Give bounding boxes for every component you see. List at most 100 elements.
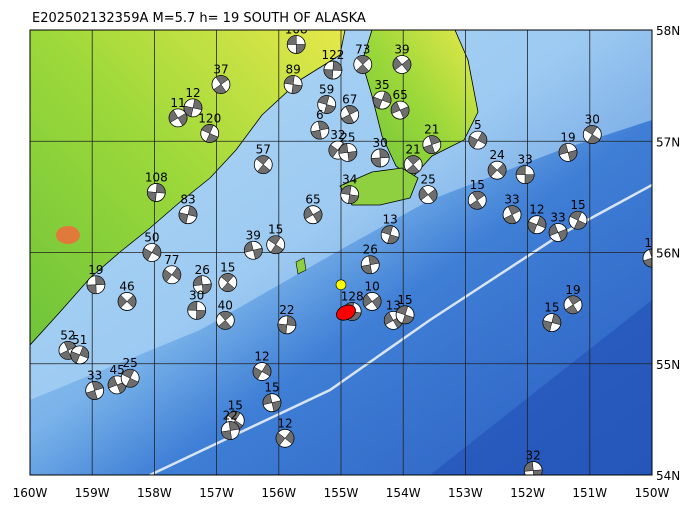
beachball-quadrant — [584, 125, 601, 144]
depth-label: 33 — [504, 193, 519, 207]
beachball-quadrant — [187, 301, 206, 320]
depth-label: 21 — [424, 123, 439, 137]
beachball-quadrant — [392, 57, 412, 72]
y-tick-label: 54N — [656, 469, 680, 483]
y-tick-label: 55N — [656, 358, 680, 372]
y-tick-label: 57N — [656, 135, 680, 149]
x-tick-label: 152W — [510, 486, 545, 500]
beachball-quadrant — [469, 190, 486, 210]
beachball-quadrant — [317, 95, 336, 114]
depth-label: 6 — [316, 108, 324, 122]
depth-label: 12 — [254, 350, 269, 364]
beachball: 65 — [390, 88, 410, 120]
beachball-quadrant — [548, 223, 568, 242]
beachball-quadrant — [267, 235, 284, 254]
beachball: 50 — [142, 231, 162, 262]
beachball-quadrant — [487, 163, 507, 178]
highland — [56, 226, 80, 244]
beachball: 24 — [487, 148, 507, 180]
island — [339, 167, 419, 206]
depth-label: 15 — [228, 398, 243, 412]
beachball: 33 — [515, 153, 535, 185]
depth-label: 15 — [570, 198, 585, 212]
beachball-quadrant — [303, 206, 323, 223]
x-tick-label: 160W — [13, 486, 48, 500]
beachball-quadrant — [283, 75, 303, 94]
depth-label: 26 — [363, 243, 378, 257]
depth-label: 12 — [529, 203, 544, 217]
main-event — [336, 304, 356, 321]
beachball-quadrant — [341, 105, 359, 124]
beachball: 15 — [266, 223, 286, 255]
beachball: 83 — [178, 193, 198, 225]
beachball-quadrant — [244, 241, 263, 260]
depth-label: 59 — [319, 83, 334, 97]
beachball: 65 — [303, 193, 323, 225]
beachball-quadrant — [569, 211, 587, 230]
depth-label: 15 — [397, 293, 412, 307]
beachball-quadrant — [390, 101, 410, 119]
depth-label: 73 — [355, 42, 370, 56]
beachball: 15 — [262, 381, 282, 413]
x-tick-label: 150W — [635, 486, 670, 500]
depth-label: 19 — [560, 130, 575, 144]
depth-label: 50 — [144, 231, 159, 245]
beachball-quadrant — [361, 255, 380, 274]
depth-label: 39 — [394, 42, 409, 56]
depth-label: 33 — [517, 153, 532, 167]
depth-label: 37 — [213, 63, 228, 77]
y-tick-label: 58N — [656, 24, 680, 38]
beachball: 15 — [542, 301, 562, 332]
depth-label: 33 — [550, 210, 565, 224]
beachball-quadrant — [85, 381, 104, 400]
beachball: 46 — [117, 279, 137, 311]
beachball-quadrant — [277, 315, 297, 335]
depth-label: 19 — [565, 283, 580, 297]
beachball-quadrant — [503, 205, 521, 224]
events: 1087312239893712115967356512021519306322… — [58, 22, 652, 475]
beachball: 26 — [360, 243, 380, 275]
beachball-quadrant — [406, 155, 421, 174]
depth-label: 15 — [264, 381, 279, 395]
beachball: 12 — [527, 203, 547, 235]
depth-label: 30 — [373, 136, 388, 150]
beachball-quadrant — [338, 143, 358, 162]
beachball: 35 — [372, 78, 392, 110]
beachball: 15 — [467, 178, 487, 210]
beachball: 22 — [220, 409, 240, 440]
beachball: 39 — [243, 228, 263, 260]
beachball-quadrant — [275, 430, 295, 446]
beachball: 33 — [502, 193, 522, 225]
beachball: 26 — [192, 263, 212, 295]
beachball: 39 — [392, 42, 412, 74]
beachball: 57 — [253, 143, 273, 175]
beachball: 10 — [362, 279, 382, 311]
beachball: 19 — [86, 263, 106, 295]
depth-label: 30 — [189, 288, 204, 302]
trench — [149, 183, 652, 475]
beachball-quadrant — [121, 368, 139, 388]
beachball-quadrant — [218, 311, 233, 330]
beachball: 40 — [215, 298, 235, 330]
beachball-quadrant — [396, 305, 414, 325]
beachball-quadrant — [213, 75, 229, 94]
beachball-quadrant — [372, 91, 392, 109]
beachball: 52 — [58, 328, 78, 360]
beachball-quadrant — [252, 363, 272, 380]
depth-label: 120 — [198, 111, 221, 125]
depth-label: 22 — [223, 409, 238, 423]
beachball: 122 — [321, 48, 344, 80]
beachball-quadrant — [142, 244, 162, 261]
tick-labels: 160W 159W 158W 157W 156W 155W 154W 153W 152W 151W… — [13, 24, 681, 500]
title: E202502132359A M=5.7 h= 19 SOUTH OF ALAS… — [32, 11, 366, 26]
beachball: 21 — [422, 123, 442, 154]
depth-label: 39 — [246, 228, 261, 242]
depth-label: 108 — [285, 22, 308, 36]
beachball: 13 — [380, 213, 400, 245]
alaska-peninsula — [30, 30, 346, 346]
depth-label: 24 — [489, 148, 504, 162]
beachball-quadrant — [201, 124, 219, 143]
beachball-quadrant — [286, 35, 306, 54]
depth-label: 13 — [386, 298, 401, 312]
depth-label: 12 — [185, 86, 200, 100]
